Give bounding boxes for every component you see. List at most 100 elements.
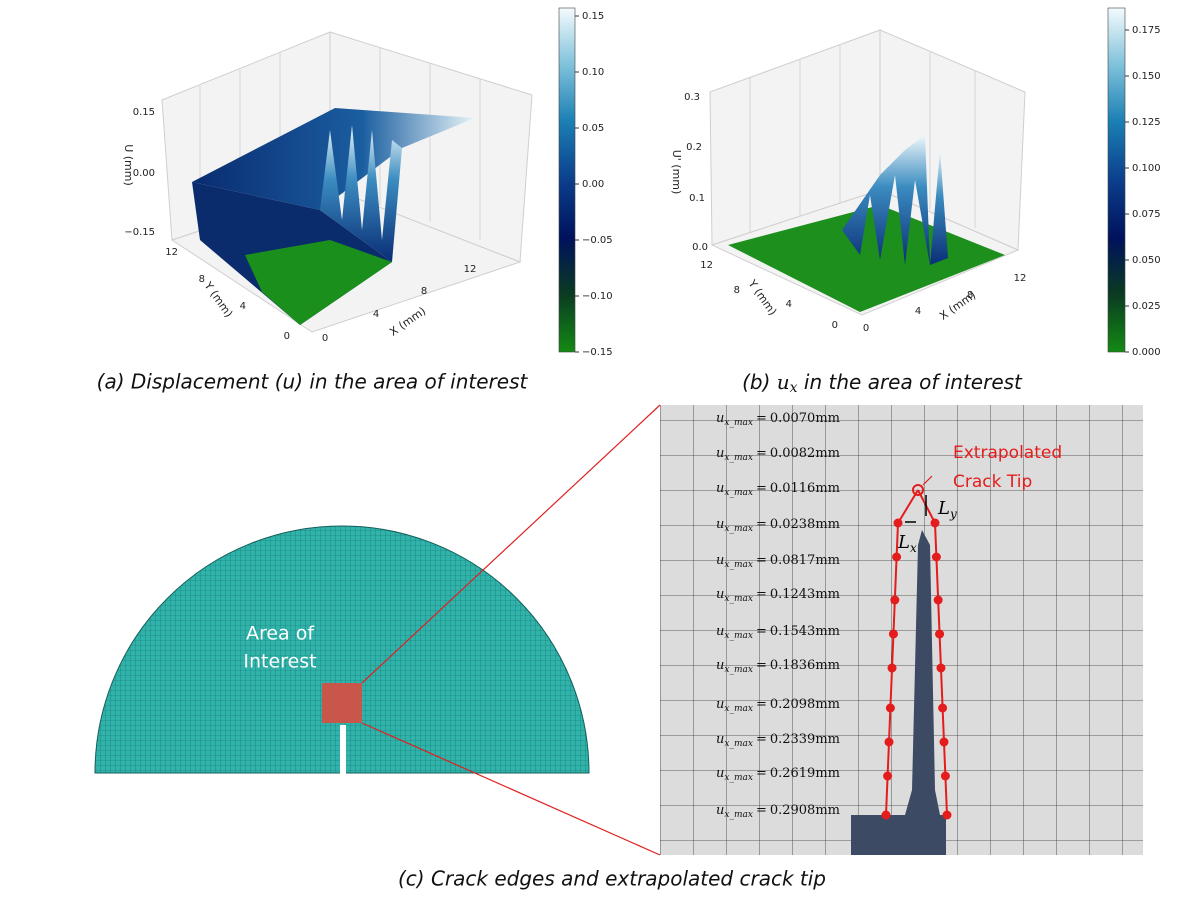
value: 0.1243mm [770,587,840,602]
zoom-view [660,405,1143,855]
symbol: u [716,411,724,426]
caption-symbol: u [777,370,790,394]
equals: = [756,658,767,673]
edge-point [940,771,950,781]
symbol: u [716,803,724,818]
tick-label: 12 [700,260,713,271]
edge-point [881,810,891,820]
symbol: u [716,587,724,602]
ly-label: Ly [937,498,957,521]
tick-label: 8 [199,274,205,285]
tick-label: 0.15 [133,107,155,118]
colorbar-tick-label: 0.100 [1132,163,1161,174]
measurement-label: ux_max = 0.2339mm [716,732,840,749]
subscript: x_max [724,488,753,498]
caption: (b) ux in the area of interest [742,370,1023,397]
tick-label: 0 [322,333,328,344]
edge-point [939,737,949,747]
symbol: u [716,624,724,639]
value: 0.1836mm [770,658,840,673]
colorbar [1107,7,1126,353]
value: 0.0116mm [770,481,840,496]
region-label: Area of [246,623,315,645]
edge-point [935,629,945,639]
tick-label: 8 [967,290,973,301]
equals: = [756,553,767,568]
subscript: x_max [724,631,753,641]
colorbar-tick-label: 0.05 [582,123,604,134]
subscript: x_max [724,810,753,820]
measurement-label: ux_max = 0.0070mm [716,411,840,428]
equals: = [756,411,767,426]
tick-label: 4 [373,309,379,320]
edge-point [938,703,948,713]
tick-label: 4 [786,299,792,310]
colorbar-tick-label: 0.125 [1132,117,1161,128]
symbol: u [716,517,724,532]
colorbar-tick-label: 0.00 [582,179,604,190]
symbol: u [716,732,724,747]
x-axis-label: X (mm) [387,304,428,338]
tick-label: 0.3 [684,92,700,103]
measurement-label: ux_max = 0.1243mm [716,587,840,604]
edge-point [930,518,940,528]
measurement-label: ux_max = 0.1543mm [716,624,840,641]
tick-label: 4 [915,306,921,317]
equals: = [756,697,767,712]
caption-part: in the area of interest [804,370,1023,394]
symbol: L [897,532,910,553]
colorbar-tick-label: 0.150 [1132,71,1161,82]
measurement-label: ux_max = 0.2098mm [716,697,840,714]
edge-point [936,663,946,673]
tick-label: 0.0 [692,242,708,253]
colorbar [558,7,576,353]
symbol: u [716,766,724,781]
value: 0.2908mm [770,803,840,818]
symbol: L [937,498,950,519]
value: 0.0817mm [770,553,840,568]
edge-point [888,629,898,639]
value: 0.0082mm [770,446,840,461]
subscript: x_max [724,665,753,675]
tick-label: 12 [1014,273,1027,284]
tick-label: −0.15 [124,227,155,238]
subscript: x_max [724,453,753,463]
value: 0.0070mm [770,411,840,426]
edge-point [893,518,903,528]
mesh-model [94,404,661,856]
lx-label: Lx [897,532,917,555]
tip-label: Crack Tip [953,472,1032,492]
subscript: x_max [724,560,753,570]
edge-point [885,703,895,713]
edge-point [884,737,894,747]
colorbar-tick-label: 0.050 [1132,255,1161,266]
tick-label: 0.2 [686,142,702,153]
measurement-label: ux_max = 0.2619mm [716,766,840,783]
measurement-label: ux_max = 0.0116mm [716,481,840,498]
value: 0.1543mm [770,624,840,639]
subscript: x_max [724,704,753,714]
subscript: x_max [724,418,753,428]
colorbar-tick-label: −0.05 [582,235,613,246]
colorbar-tick-label: 0.15 [582,11,604,22]
caption: (a) Displacement (u) in the area of inte… [97,370,529,394]
y-axis-label: Y (mm) [201,279,235,320]
equals: = [756,624,767,639]
panel-a-plot [161,31,533,333]
panel-b-plot [709,29,1026,316]
region-label: Interest [243,651,316,673]
tick-label: 8 [421,286,427,297]
colorbar-tick-label: −0.10 [582,291,613,302]
tick-label: 12 [464,264,477,275]
subscript: x_max [724,594,753,604]
edge-point [887,663,897,673]
caption-subscript: x [790,380,798,396]
symbol: u [716,658,724,673]
tick-label: 8 [734,285,740,296]
colorbar-tick-label: 0.000 [1132,347,1161,358]
measurement-label: ux_max = 0.0817mm [716,553,840,570]
tick-label: 0.1 [689,193,705,204]
equals: = [756,587,767,602]
symbol: u [716,446,724,461]
edge-point [933,595,943,605]
